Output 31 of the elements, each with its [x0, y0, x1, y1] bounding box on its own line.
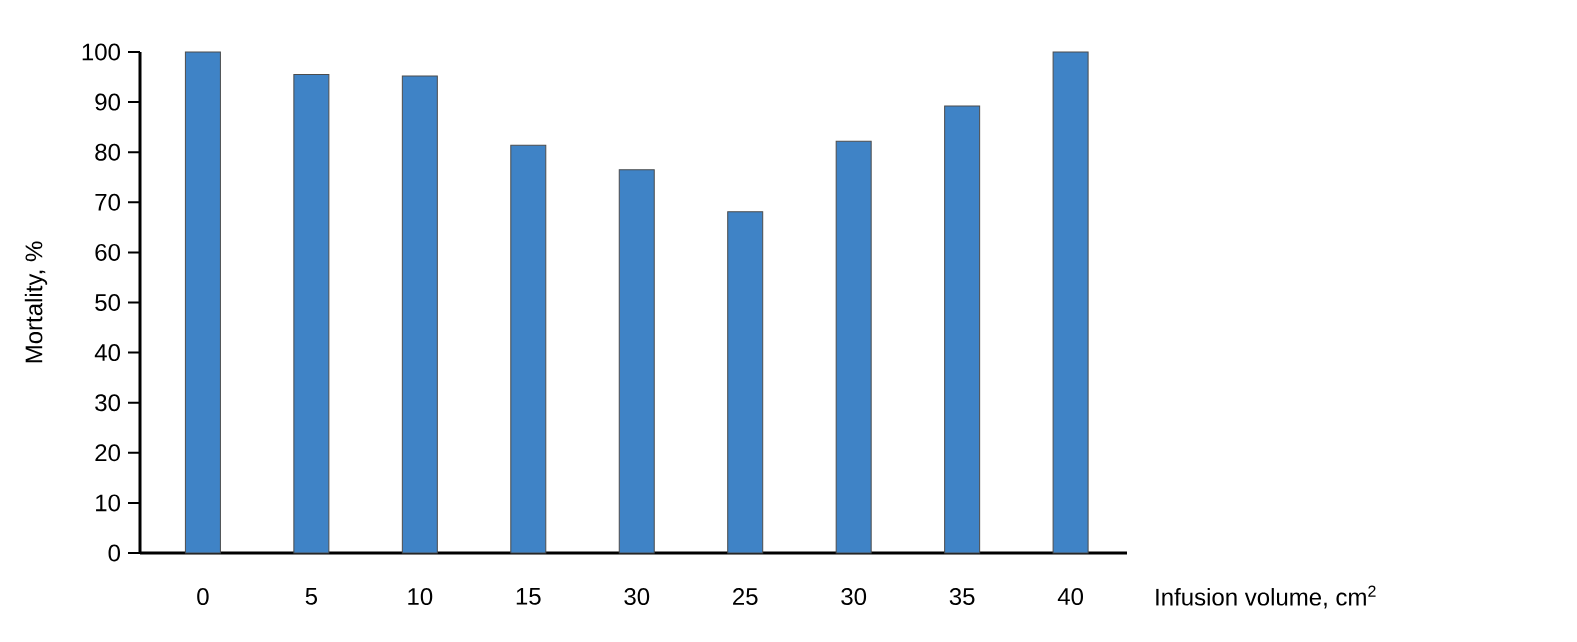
bar — [184, 51, 221, 554]
x-tick-label: 35 — [949, 588, 975, 606]
bar — [1052, 51, 1089, 554]
y-tick-label: 30 — [95, 394, 120, 412]
y-tick-label: 90 — [95, 93, 120, 111]
x-tick-label: 5 — [305, 588, 318, 605]
x-tick-label: 30 — [624, 588, 650, 606]
x-tick-label: 40 — [1057, 588, 1084, 606]
x-tick-label: 15 — [516, 588, 541, 605]
y-tick-label: 100 — [82, 43, 120, 61]
x-tick-label: 30 — [841, 588, 867, 606]
y-tick-label: 80 — [95, 143, 120, 161]
x-tick-label: 0 — [197, 588, 209, 606]
bar — [944, 105, 981, 554]
bar — [835, 140, 872, 554]
y-tick-label: 50 — [95, 294, 120, 311]
y-tick-label: 10 — [96, 494, 120, 512]
bar — [510, 144, 547, 554]
bar — [727, 211, 764, 554]
y-tick-label: 40 — [94, 344, 120, 362]
y-tick-label: 20 — [95, 444, 120, 462]
x-tick-label: 10 — [408, 588, 433, 606]
x-axis-title: Infusion volume, cm$^{2}$ — [1156, 585, 1376, 609]
y-axis-title: Mortality, % — [24, 241, 48, 363]
bar — [401, 75, 438, 554]
y-tick-label: 0 — [108, 544, 121, 562]
y-tick-label: 70 — [95, 193, 120, 211]
x-tick-label: 25 — [733, 588, 758, 606]
bar — [293, 74, 330, 554]
bar — [618, 169, 655, 554]
y-tick-label: 60 — [95, 243, 120, 261]
